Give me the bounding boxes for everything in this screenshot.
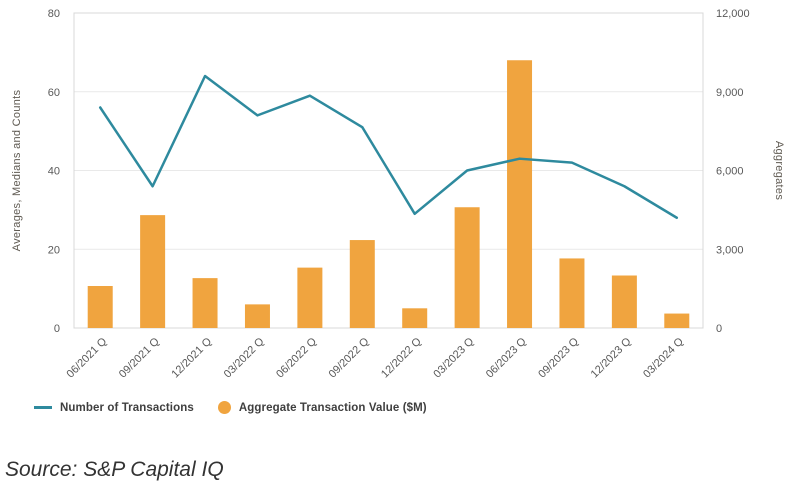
svg-text:40: 40 (48, 166, 60, 178)
svg-text:06/2021 Q: 06/2021 Q (65, 335, 110, 380)
svg-text:03/2024 Q: 03/2024 Q (641, 335, 686, 380)
svg-text:06/2022 Q: 06/2022 Q (274, 335, 319, 380)
svg-text:09/2022 Q: 09/2022 Q (327, 335, 372, 380)
svg-text:03/2023 Q: 03/2023 Q (431, 335, 476, 380)
combo-chart: 0 20 40 60 80 0 3,000 6,000 9,000 12,000 06/2021 Q… (11, 8, 785, 414)
legend-label: Aggregate Transaction Value ($M) (238, 401, 427, 414)
svg-text:09/2021 Q: 09/2021 Q (117, 335, 162, 380)
svg-text:60: 60 (48, 87, 60, 99)
svg-text:80: 80 (48, 8, 60, 20)
svg-text:6,000: 6,000 (716, 166, 744, 178)
circle-marker-icon (217, 401, 231, 414)
svg-text:12/2021 Q: 12/2021 Q (169, 335, 214, 380)
svg-text:Averages, Medians and Counts: Averages, Medians and Counts (11, 89, 23, 251)
svg-text:06/2023 Q: 06/2023 Q (484, 335, 529, 380)
svg-text:0: 0 (54, 323, 60, 335)
chart-legend: Number of Transactions Aggregate Transac… (34, 401, 427, 414)
svg-text:03/2022 Q: 03/2022 Q (222, 335, 267, 380)
line-marker-icon (34, 406, 52, 409)
svg-text:12/2022 Q: 12/2022 Q (379, 335, 424, 380)
legend-label: Number of Transactions (60, 401, 194, 414)
svg-text:12,000: 12,000 (716, 8, 750, 20)
svg-text:Aggregates: Aggregates (773, 141, 785, 200)
chart-canvas: 0 20 40 60 80 0 3,000 6,000 9,000 12,000 06/2021 Q… (11, 8, 785, 380)
svg-text:9,000: 9,000 (716, 87, 744, 99)
svg-text:3,000: 3,000 (716, 244, 744, 256)
svg-text:20: 20 (48, 244, 60, 256)
svg-text:0: 0 (716, 323, 722, 335)
legend-item-aggregate-transaction-value: Aggregate Transaction Value ($M) (217, 401, 427, 414)
legend-item-number-of-transactions: Number of Transactions (34, 402, 194, 414)
svg-text:12/2023 Q: 12/2023 Q (589, 335, 634, 380)
svg-text:09/2023 Q: 09/2023 Q (536, 335, 581, 380)
source-caption: Source: S&P Capital IQ (5, 458, 224, 481)
